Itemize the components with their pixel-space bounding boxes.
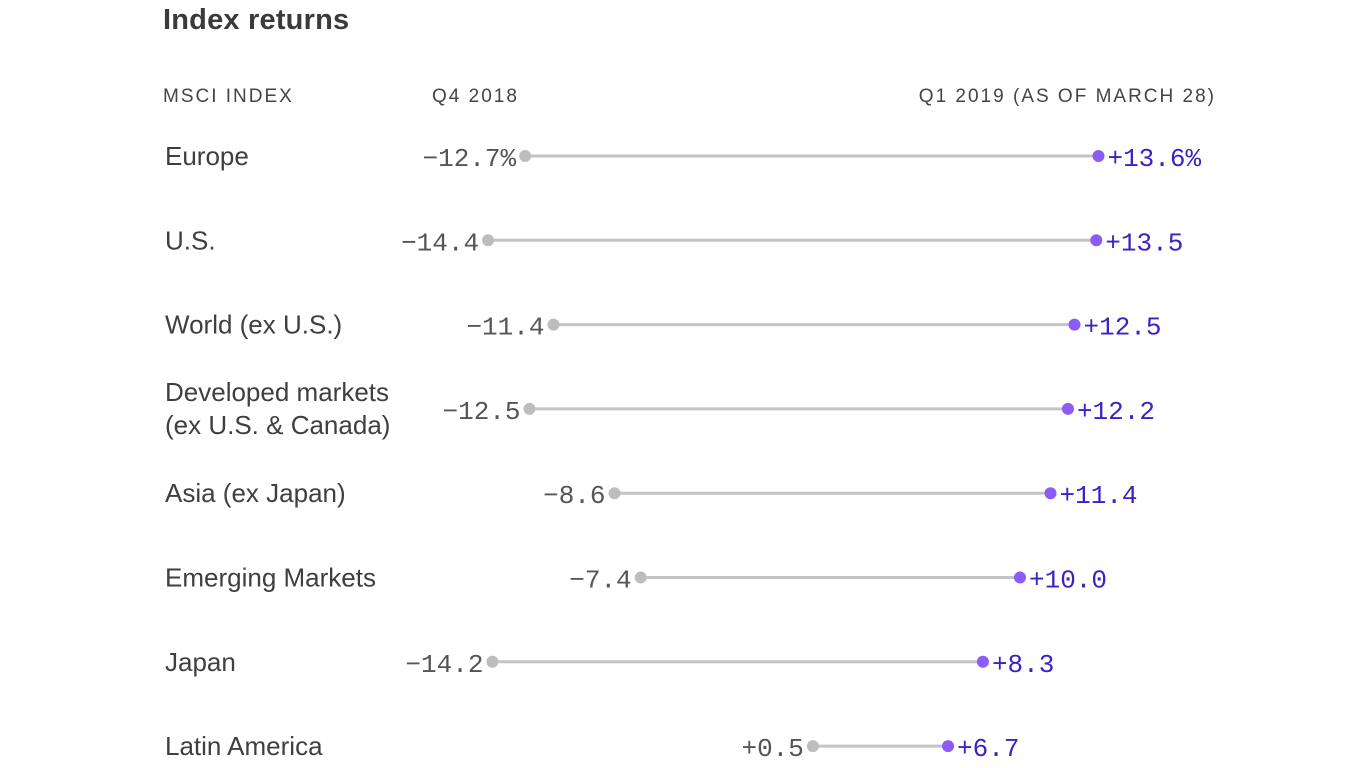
row-label: Asia (ex Japan) — [165, 478, 346, 508]
row-label: (ex U.S. & Canada) — [165, 410, 390, 440]
start-value-label: −8.6 — [543, 481, 605, 511]
end-dot — [1014, 571, 1026, 584]
start-dot — [523, 402, 536, 415]
end-dot — [1090, 234, 1103, 247]
row-label: U.S. — [165, 225, 216, 255]
start-dot — [806, 740, 819, 753]
end-value-label: +13.5 — [1105, 228, 1183, 258]
start-value-label: −12.7% — [423, 144, 517, 174]
end-value-label: +8.3 — [992, 650, 1054, 680]
end-dot — [1068, 318, 1081, 331]
start-dot — [547, 318, 560, 331]
start-dot — [482, 234, 495, 247]
column-header-q4-2018: Q4 2018 — [432, 86, 519, 107]
end-dot — [1061, 402, 1074, 415]
end-dot — [976, 655, 989, 668]
end-dot — [942, 740, 955, 753]
row-label: Developed markets — [165, 377, 389, 407]
row-label: Latin America — [165, 731, 323, 761]
chart-title: Index returns — [163, 4, 350, 36]
start-dot — [519, 150, 532, 162]
start-value-label: −7.4 — [569, 566, 631, 596]
start-value-label: −12.5 — [442, 397, 520, 427]
row-label: Emerging Markets — [165, 563, 376, 593]
column-header-q1-2019: Q1 2019 (AS OF MARCH 28) — [918, 86, 1216, 107]
column-header-index: MSCI INDEX — [163, 86, 294, 107]
end-value-label: +10.0 — [1029, 566, 1107, 596]
row-label: Europe — [165, 141, 249, 171]
start-dot — [634, 571, 647, 584]
end-value-label: +13.6% — [1107, 144, 1201, 174]
end-value-label: +12.5 — [1084, 313, 1162, 343]
end-value-label: +11.4 — [1060, 481, 1138, 511]
start-value-label: +0.5 — [741, 734, 803, 764]
start-value-label: −14.2 — [405, 650, 483, 680]
start-value-label: −14.4 — [401, 228, 479, 258]
end-dot — [1044, 487, 1057, 500]
start-value-label: −11.4 — [466, 313, 544, 343]
start-dot — [608, 487, 621, 500]
row-label: Japan — [165, 647, 236, 677]
row-label: World (ex U.S.) — [165, 310, 342, 340]
end-value-label: +6.7 — [957, 734, 1019, 764]
start-dot — [486, 655, 499, 668]
end-value-label: +12.2 — [1077, 397, 1155, 427]
end-dot — [1092, 150, 1105, 162]
